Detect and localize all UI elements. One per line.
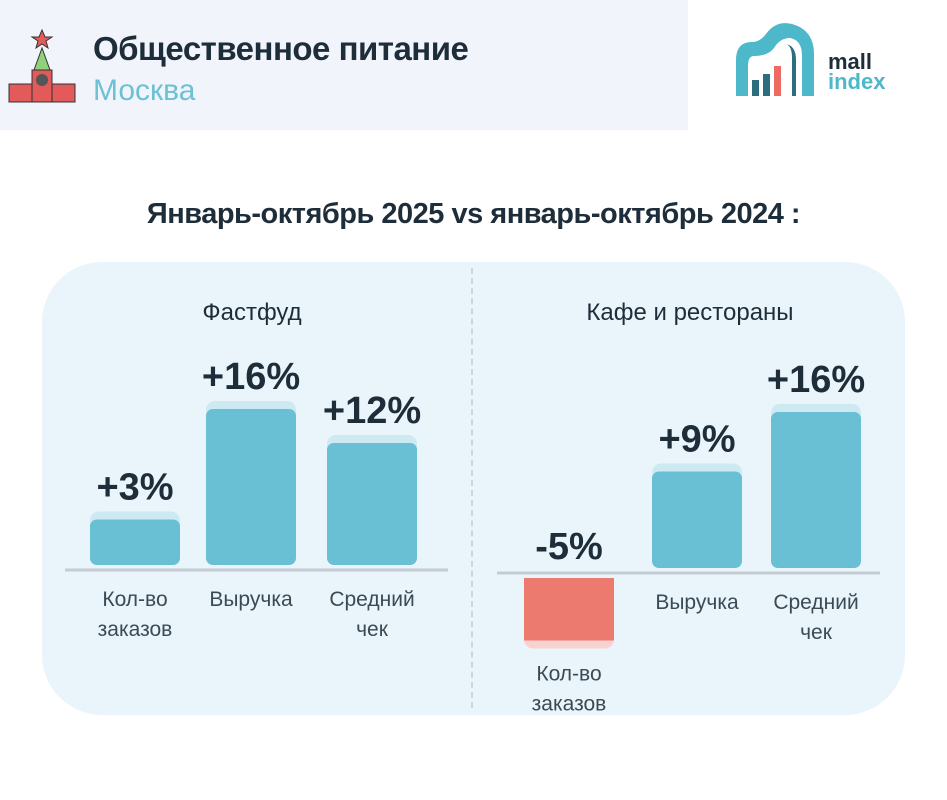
category-label: Выручка xyxy=(209,588,293,611)
bar-value-label: +9% xyxy=(658,419,735,461)
chart-panel xyxy=(42,262,905,715)
bar xyxy=(771,412,861,568)
bar xyxy=(652,471,742,568)
category-label: Средний xyxy=(329,588,414,611)
bar xyxy=(524,578,614,641)
bar-value-label: -5% xyxy=(535,526,603,568)
category-label: заказов xyxy=(98,618,173,641)
bar-value-label: +12% xyxy=(323,390,421,432)
page-title: Общественное питание xyxy=(93,30,469,67)
category-label: Выручка xyxy=(655,591,739,614)
header-band xyxy=(0,0,688,130)
logo-text: mall index xyxy=(828,49,886,94)
category-label: Кол-во xyxy=(102,588,167,611)
category-label: чек xyxy=(800,621,833,644)
bar-value-label: +3% xyxy=(96,467,173,509)
page-subtitle: Москва xyxy=(93,74,196,107)
chart-subtitle: Кафе и рестораны xyxy=(586,299,793,326)
kremlin-icon xyxy=(8,28,76,103)
bar-value-label: +16% xyxy=(767,359,865,401)
category-label: чек xyxy=(356,618,389,641)
chart-subtitle: Фастфуд xyxy=(202,299,301,326)
category-label: заказов xyxy=(532,693,607,716)
bar xyxy=(206,409,296,565)
mall-index-logo xyxy=(736,23,814,96)
category-label: Средний xyxy=(773,591,858,614)
panel-divider xyxy=(471,268,473,708)
category-label: Кол-во xyxy=(536,663,601,686)
chart-heading: Январь-октябрь 2025 vs январь-октябрь 20… xyxy=(146,198,801,230)
bar xyxy=(327,443,417,565)
bar xyxy=(90,519,180,565)
bar-value-label: +16% xyxy=(202,356,300,398)
